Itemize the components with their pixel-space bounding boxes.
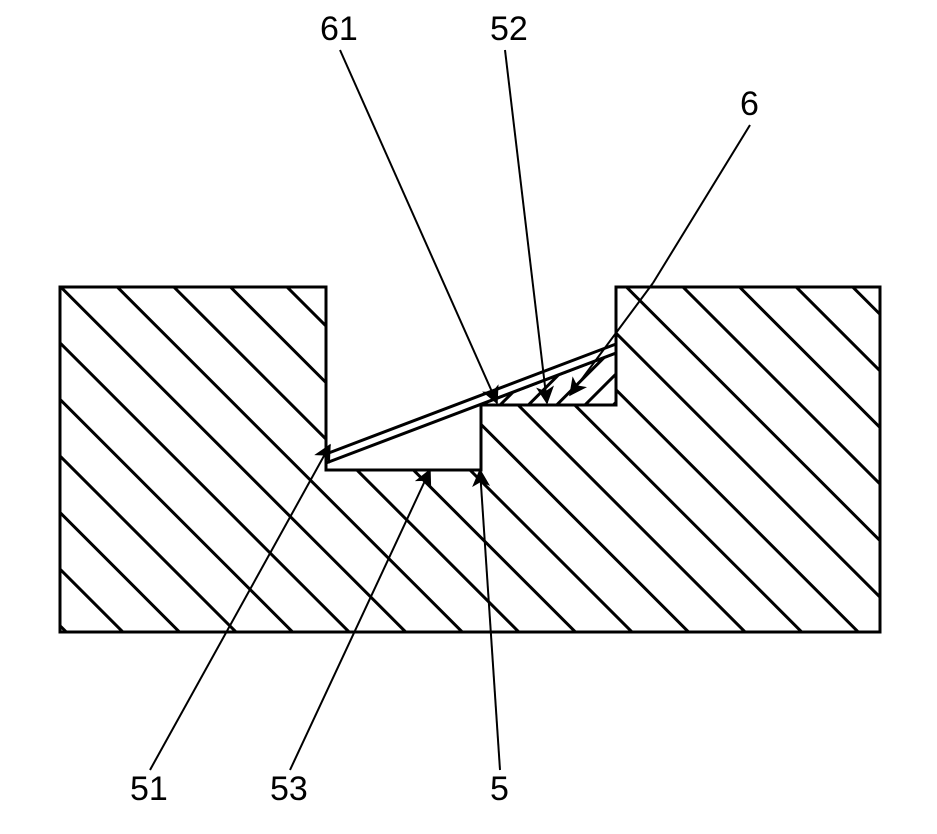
label-5: 5 bbox=[490, 770, 509, 808]
diagram-canvas: 61 52 6 51 53 5 bbox=[0, 0, 937, 834]
label-61: 61 bbox=[320, 10, 358, 48]
label-51: 51 bbox=[130, 770, 168, 808]
inner-hatch bbox=[18, 18, 900, 834]
label-6: 6 bbox=[740, 85, 759, 123]
label-52: 52 bbox=[490, 10, 528, 48]
body-hatch bbox=[0, 0, 937, 834]
label-53: 53 bbox=[270, 770, 308, 808]
